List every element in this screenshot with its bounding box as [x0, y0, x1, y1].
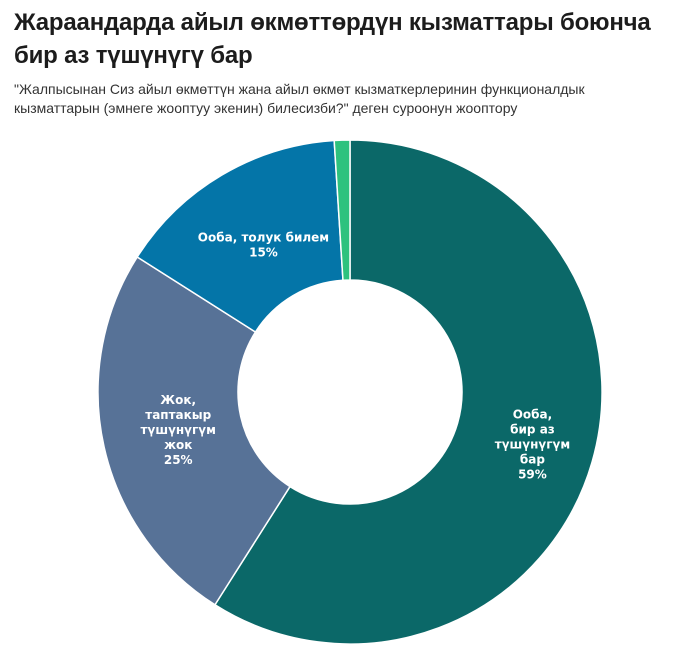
slice-category-label: бар	[520, 453, 545, 467]
slice-category-label: Ооба, толук билем	[198, 231, 329, 245]
donut-slice-3	[136, 139, 344, 334]
slice-category-label: Ооба,	[513, 408, 552, 422]
slice-value-label: 59%	[518, 468, 547, 482]
chart-header: Жараандарда айыл өкмөттөрдүн кызматтары …	[0, 0, 678, 118]
slice-category-label: жок	[164, 438, 192, 452]
slice-category-label: түшүнүгүм	[495, 438, 570, 452]
slice-category-label: түшүнүгүм	[141, 423, 216, 437]
chart-title: Жараандарда айыл өкмөттөрдүн кызматтары …	[14, 9, 651, 69]
slice-category-label: Жок,	[160, 393, 196, 407]
slice-value-label: 25%	[164, 453, 193, 467]
donut-chart-area: Ооба, бир аз түшүнүгүм бар 59% Жок, таптакыр тү…	[0, 130, 678, 659]
donut-slice-1	[213, 139, 603, 645]
donut-slice-4	[333, 139, 351, 282]
donut-chart: Ооба,бир азтүшүнүгүмбар59%Жок,таптакыртү…	[97, 139, 603, 645]
donut-slice-2	[97, 255, 292, 606]
slice-category-label: таптакыр	[145, 408, 211, 422]
chart-subtitle: "Жалпысынан Сиз айыл өкмөттүн жана айыл …	[14, 81, 585, 116]
slice-value-label: 15%	[249, 246, 278, 260]
slice-category-label: бир аз	[510, 423, 555, 437]
